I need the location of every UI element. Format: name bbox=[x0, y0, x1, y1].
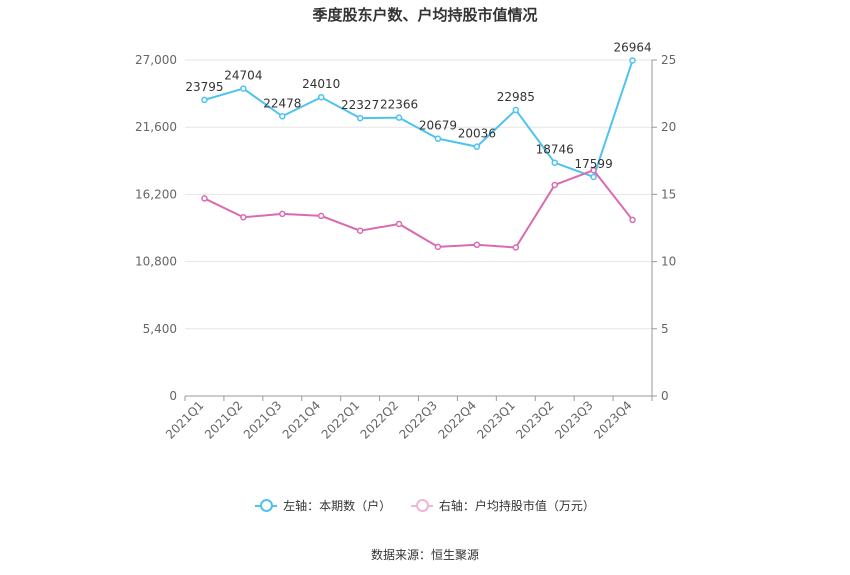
data-label: 17599 bbox=[575, 157, 613, 171]
data-point bbox=[590, 173, 597, 181]
data-point bbox=[473, 143, 481, 150]
data-label: 24010 bbox=[302, 77, 340, 91]
legend: 左轴：本期数（户） 右轴：户均持股市值（万元） bbox=[0, 497, 850, 515]
x-tick-label: 2022Q1 bbox=[319, 398, 363, 442]
y-left-tick-label: 21,600 bbox=[135, 120, 177, 134]
data-point bbox=[512, 244, 520, 251]
data-point bbox=[201, 96, 208, 104]
legend-item-left-series[interactable]: 左轴：本期数（户） bbox=[255, 497, 391, 514]
data-label: 23795 bbox=[185, 80, 223, 94]
x-tick-label: 2022Q4 bbox=[435, 398, 479, 442]
x-tick-label: 2021Q4 bbox=[280, 398, 324, 442]
y-left-tick-label: 0 bbox=[169, 389, 177, 403]
data-label: 24704 bbox=[224, 69, 262, 83]
data-point bbox=[551, 159, 558, 166]
y-left-tick-label: 27,000 bbox=[135, 53, 177, 67]
data-point bbox=[240, 213, 247, 221]
data-point bbox=[512, 106, 520, 114]
x-tick-label: 2021Q2 bbox=[202, 398, 246, 442]
legend-label-right: 右轴：户均持股市值（万元） bbox=[438, 499, 595, 513]
data-point bbox=[395, 114, 403, 121]
y-right-tick-label: 20 bbox=[661, 120, 676, 134]
x-tick-label: 2023Q1 bbox=[474, 398, 518, 442]
data-point bbox=[279, 113, 286, 120]
data-point bbox=[356, 114, 364, 122]
data-point bbox=[356, 227, 364, 234]
x-tick-label: 2022Q3 bbox=[397, 398, 441, 442]
data-label: 22478 bbox=[263, 96, 301, 110]
legend-item-right-series[interactable]: 右轴：户均持股市值（万元） bbox=[410, 497, 595, 514]
x-tick-label: 2023Q3 bbox=[552, 398, 596, 442]
data-point bbox=[551, 181, 558, 189]
data-label: 22985 bbox=[497, 90, 535, 104]
source-note: 数据来源：恒生聚源 bbox=[370, 548, 479, 562]
data-point bbox=[201, 195, 208, 202]
chart-title: 季度股东户数、户均持股市值情况 bbox=[312, 6, 538, 24]
data-label: 22366 bbox=[380, 98, 418, 112]
x-tick-label: 2022Q2 bbox=[358, 398, 402, 442]
data-point bbox=[629, 216, 636, 224]
legend-swatch-blue bbox=[255, 498, 278, 512]
y-right-tick-label: 0 bbox=[661, 389, 669, 403]
y-right-tick-label: 15 bbox=[661, 187, 676, 201]
y-left-tick-label: 5,400 bbox=[143, 322, 177, 336]
data-point bbox=[317, 212, 325, 220]
legend-swatch-pink bbox=[410, 498, 433, 512]
data-point bbox=[629, 57, 636, 64]
data-label: 22327 bbox=[341, 98, 379, 112]
data-point bbox=[240, 85, 247, 92]
y-right-tick-label: 5 bbox=[661, 322, 669, 336]
series-line-right bbox=[204, 169, 634, 249]
data-point bbox=[434, 135, 442, 142]
x-tick-label: 2021Q3 bbox=[241, 398, 285, 442]
data-label: 26964 bbox=[613, 40, 651, 54]
y-right-tick-label: 25 bbox=[661, 53, 676, 67]
legend-label-left: 左轴：本期数（户） bbox=[283, 499, 392, 513]
series bbox=[201, 57, 636, 251]
data-point bbox=[473, 241, 481, 249]
y-left-tick-label: 16,200 bbox=[135, 187, 177, 201]
data-label: 20679 bbox=[419, 119, 457, 133]
data-point bbox=[317, 93, 325, 101]
data-label: 18746 bbox=[536, 143, 574, 157]
data-point bbox=[279, 210, 286, 218]
x-tick-label: 2023Q2 bbox=[513, 398, 557, 442]
grid-lines bbox=[185, 59, 652, 330]
series-line-left bbox=[204, 60, 634, 179]
y-right-tick-label: 10 bbox=[661, 255, 676, 269]
data-point bbox=[395, 220, 403, 228]
data-point bbox=[590, 166, 597, 174]
x-tick-label: 2023Q4 bbox=[591, 398, 635, 442]
data-label: 20036 bbox=[458, 127, 496, 141]
x-tick-label: 2021Q1 bbox=[163, 398, 207, 442]
y-left-tick-label: 10,800 bbox=[135, 255, 177, 269]
data-point bbox=[434, 243, 442, 251]
